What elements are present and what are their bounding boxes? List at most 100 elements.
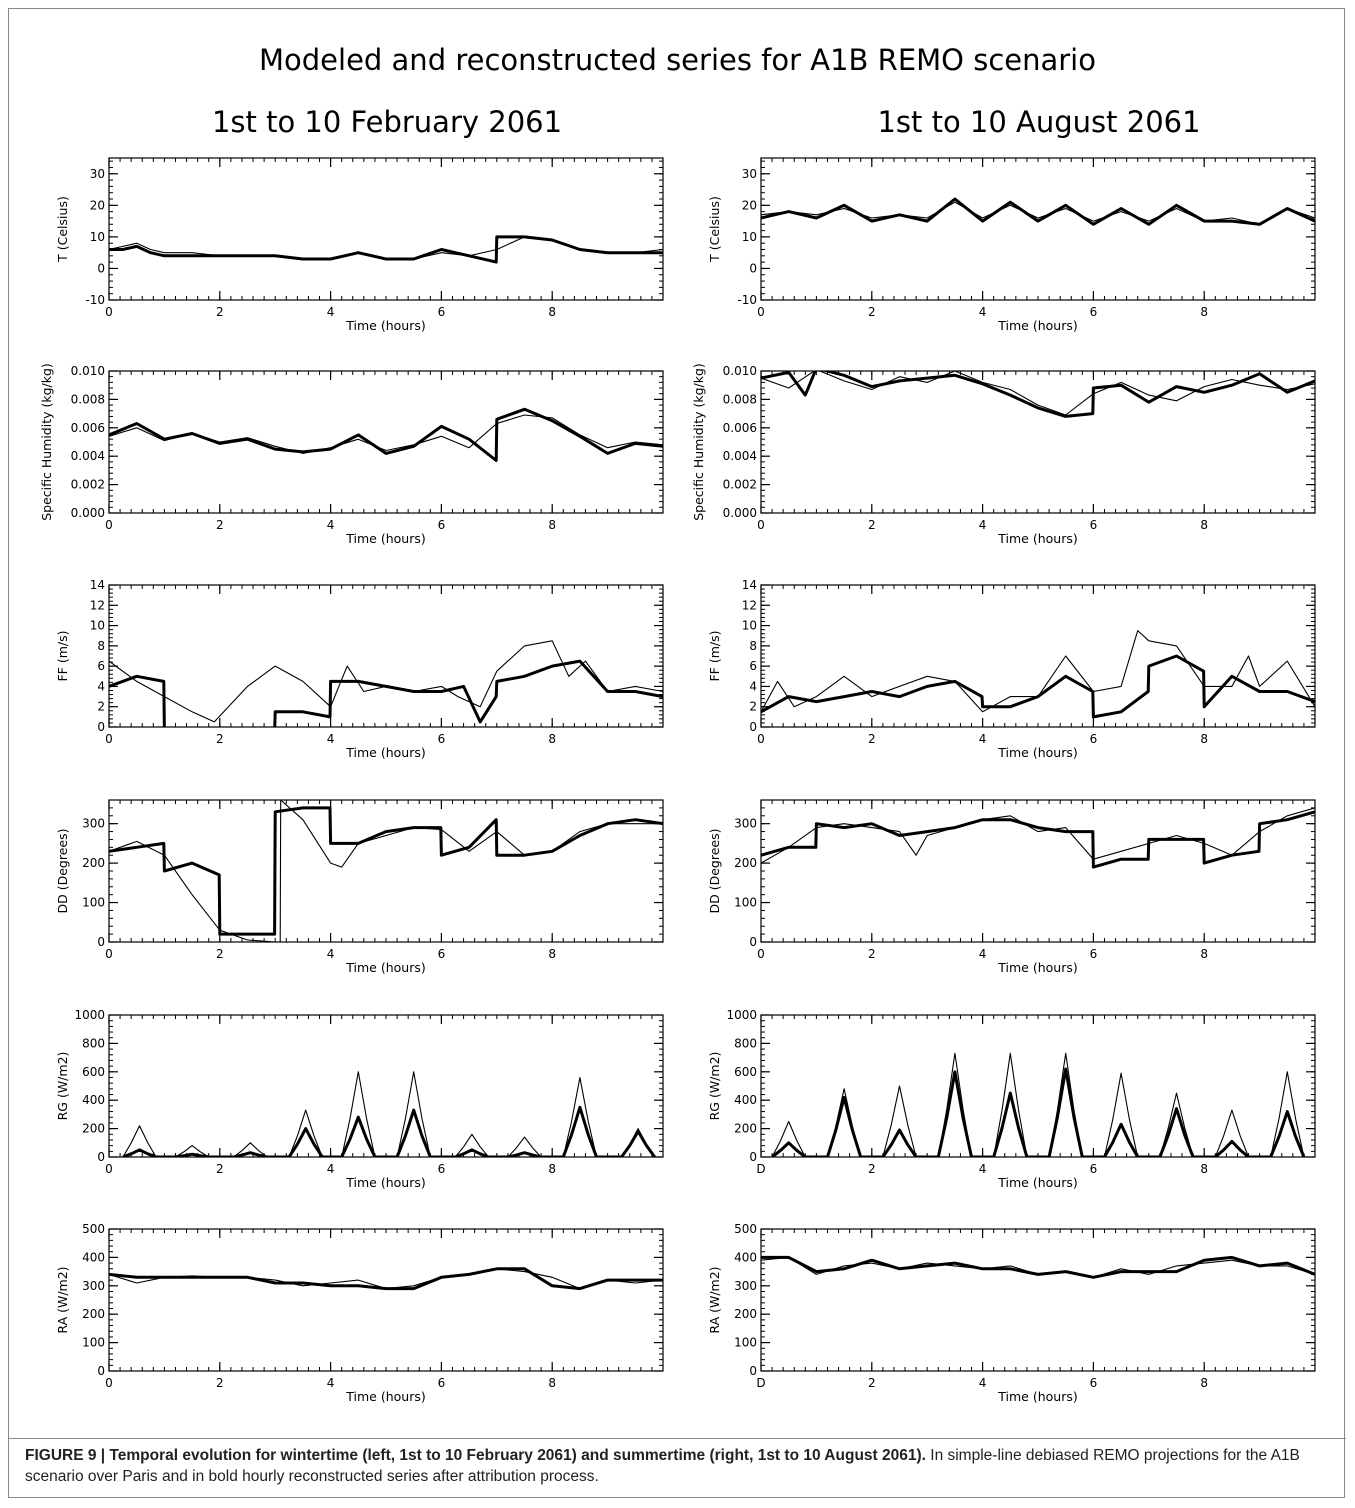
y-tick-label: 1000 [74, 1008, 105, 1022]
x-tick-label: 6 [438, 947, 446, 961]
y-tick-label: 30 [90, 167, 105, 181]
series-line-reconstructed [109, 235, 663, 264]
series-line-reconstructed [109, 659, 663, 727]
y-tick-label: 0.004 [71, 449, 105, 463]
series-line-reconstructed [761, 371, 1315, 418]
chart-panel-RG-february: 0 2 4 6 8 0 200 400 600 800 1000 Time (hours) RG (W/… [55, 1008, 664, 1190]
x-axis-label: Time (hours) [345, 960, 425, 975]
series-line-reconstructed [122, 1105, 656, 1157]
plot-area [109, 1267, 663, 1291]
series-line-reconstructed [771, 1067, 1306, 1157]
caption-divider [9, 1438, 1346, 1439]
x-axis-label: Time (hours) [997, 1175, 1077, 1190]
y-tick-label: 100 [82, 1336, 105, 1350]
series-line-reconstructed [109, 407, 663, 462]
figure-title: Modeled and reconstructed series for A1B… [259, 43, 1096, 77]
y-tick-label: 2 [97, 700, 105, 714]
x-tick-label: 0 [105, 305, 113, 319]
plot-frame [108, 370, 664, 514]
x-tick-label: 4 [979, 305, 987, 319]
plot-frame [760, 157, 1316, 301]
x-tick-label: 8 [548, 305, 556, 319]
y-tick-label: 14 [90, 578, 105, 592]
plot-frame [108, 1228, 664, 1372]
x-tick-label: 4 [979, 732, 987, 746]
y-axis-label: DD (Degrees) [707, 829, 722, 914]
caption-text: In simple-line debiased REMO projections… [25, 1447, 1300, 1485]
y-tick-label: 10 [742, 230, 757, 244]
x-axis-label: Time (hours) [997, 745, 1077, 760]
plot-frame [760, 370, 1316, 514]
x-tick-label: 6 [1090, 518, 1098, 532]
plot-area [761, 197, 1315, 226]
y-tick-label: 0 [749, 720, 757, 734]
chart-panel-humidity-february: 0 2 4 6 8 0.000 0.002 0.004 0.006 0.008 0.010 Time … [39, 363, 664, 546]
x-tick-label: D [756, 1162, 765, 1176]
plot-frame [760, 799, 1316, 943]
x-tick-label: 4 [979, 1376, 987, 1390]
x-axis-label: Time (hours) [345, 318, 425, 333]
y-tick-label: 100 [82, 896, 105, 910]
x-tick-label: 8 [548, 518, 556, 532]
plot-area [771, 1052, 1306, 1157]
x-tick-label: 8 [1200, 1376, 1208, 1390]
x-tick-label: 8 [548, 1376, 556, 1390]
y-tick-label: 400 [82, 1093, 105, 1107]
y-axis-label: FF (m/s) [707, 630, 722, 681]
series-line-modeled [771, 1052, 1305, 1157]
chart-panel-FF-august: 0 2 4 6 8 0 2 4 6 8 10 12 14 Time (hours) FF (m/s) [707, 578, 1316, 760]
x-tick-label: 6 [438, 732, 446, 746]
series-line-reconstructed [761, 654, 1315, 719]
x-axis-label: Time (hours) [997, 960, 1077, 975]
y-tick-label: 100 [734, 1336, 757, 1350]
y-tick-label: 300 [734, 817, 757, 831]
x-tick-label: D [756, 1376, 765, 1390]
y-tick-label: 300 [82, 1279, 105, 1293]
x-tick-label: 0 [105, 732, 113, 746]
y-axis-label: Specific Humidity (kg/kg) [691, 363, 706, 521]
y-tick-label: 2 [749, 700, 757, 714]
y-tick-label: 100 [734, 896, 757, 910]
y-tick-label: 800 [82, 1036, 105, 1050]
plot-frame [760, 1228, 1316, 1372]
x-tick-label: 6 [1090, 947, 1098, 961]
x-axis-label: Time (hours) [997, 1389, 1077, 1404]
y-axis-label: RG (W/m2) [707, 1052, 722, 1121]
y-tick-label: 200 [82, 1122, 105, 1136]
y-tick-label: 800 [734, 1036, 757, 1050]
x-tick-label: 4 [327, 305, 335, 319]
x-tick-label: 2 [868, 1162, 876, 1176]
y-tick-label: 0 [97, 261, 105, 275]
x-tick-label: 6 [438, 1376, 446, 1390]
left-column-title: 1st to 10 February 2061 [211, 105, 563, 139]
x-tick-label: 6 [438, 1162, 446, 1176]
y-tick-label: 300 [734, 1279, 757, 1293]
plot-area [761, 371, 1315, 418]
figure-caption: FIGURE 9 | Temporal evolution for winter… [25, 1445, 1330, 1487]
y-tick-label: 10 [90, 619, 105, 633]
y-tick-label: 600 [82, 1065, 105, 1079]
y-tick-label: 0.002 [723, 478, 757, 492]
y-tick-label: 4 [749, 679, 757, 693]
chart-panel-FF-february: 0 2 4 6 8 0 2 4 6 8 10 12 14 Time (hours) FF (m/s) [55, 578, 664, 760]
y-tick-label: 0.006 [71, 421, 105, 435]
y-tick-label: 200 [734, 1307, 757, 1321]
plot-area [761, 630, 1315, 719]
x-tick-label: 2 [216, 305, 224, 319]
chart-panel-DD-february: 0 2 4 6 8 0 100 200 300 Time (hours) DD (Degrees) [55, 799, 664, 975]
y-tick-label: 0.008 [71, 392, 105, 406]
y-axis-label: T (Celsius) [707, 196, 722, 263]
y-tick-label: -10 [85, 293, 105, 307]
series-line-modeled [109, 800, 663, 942]
x-tick-label: 0 [757, 732, 765, 746]
y-tick-label: 8 [749, 639, 757, 653]
x-tick-label: 0 [757, 305, 765, 319]
x-tick-label: 2 [868, 732, 876, 746]
x-axis-label: Time (hours) [345, 1175, 425, 1190]
x-tick-label: 2 [216, 518, 224, 532]
y-axis-label: RG (W/m2) [55, 1052, 70, 1121]
x-tick-label: 8 [1200, 947, 1208, 961]
y-tick-label: 300 [82, 817, 105, 831]
series-line-reconstructed [761, 1255, 1315, 1279]
plot-area [109, 640, 663, 727]
